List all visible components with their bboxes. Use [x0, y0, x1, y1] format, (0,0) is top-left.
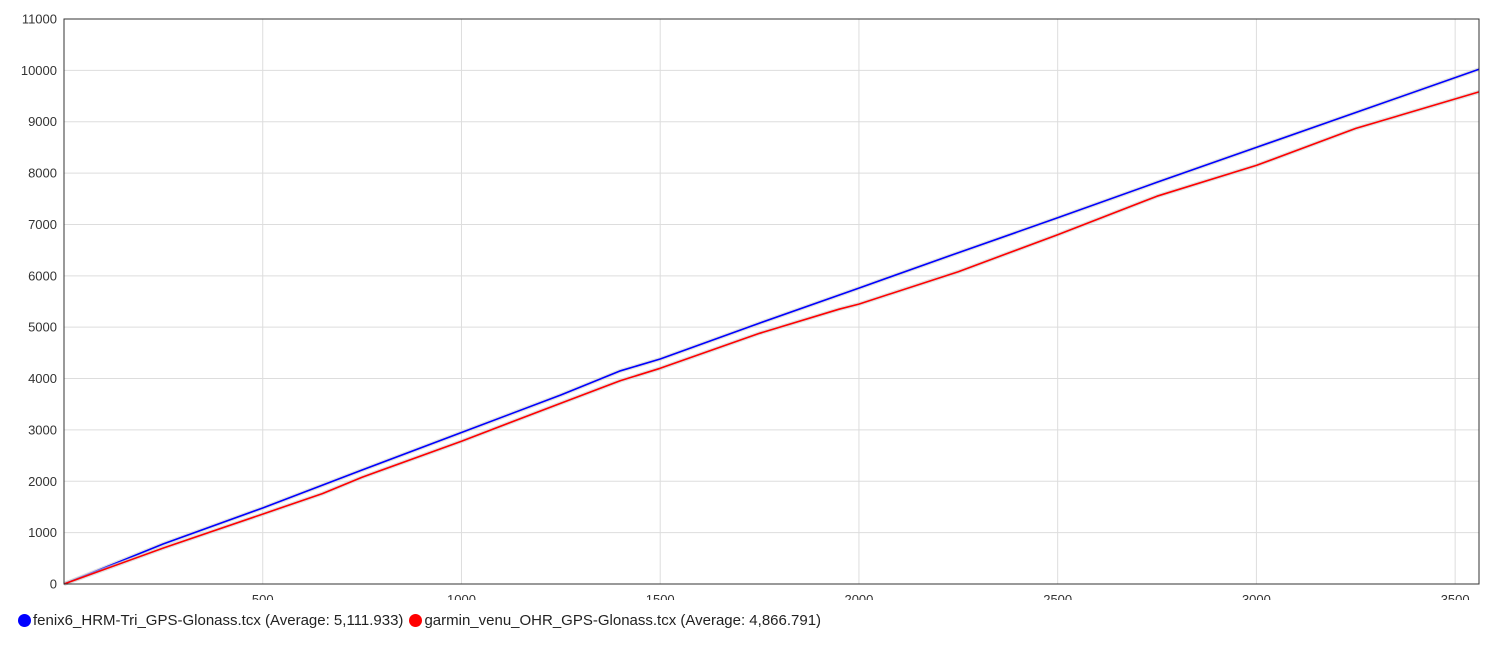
- series-lines: [63, 67, 1480, 586]
- x-tick-label: 3000: [1242, 592, 1271, 600]
- x-tick-label: 1000: [447, 592, 476, 600]
- legend-label-venu: garmin_venu_OHR_GPS-Glonass.tcx (Average…: [424, 612, 822, 629]
- plot-frame: [63, 18, 1480, 585]
- y-tick-label: 0: [50, 577, 57, 592]
- x-tick-label: 1500: [646, 592, 675, 600]
- y-tick-label: 5000: [28, 320, 57, 335]
- series-shadow-0: [63, 67, 1480, 586]
- y-tick-label: 11000: [22, 12, 57, 27]
- y-tick-label: 2000: [28, 474, 57, 489]
- y-tick-label: 4000: [28, 371, 57, 386]
- x-tick-label: 500: [252, 592, 274, 600]
- y-tick-label: 6000: [28, 268, 57, 283]
- y-tick-label: 10000: [21, 63, 57, 78]
- x-tick-label: 2500: [1043, 592, 1072, 600]
- y-tick-label: 3000: [28, 422, 57, 437]
- y-tick-label: 8000: [28, 166, 57, 181]
- grid-lines: [64, 18, 1479, 585]
- y-tick-label: 1000: [28, 525, 57, 540]
- x-tick-label: 3500: [1441, 592, 1470, 600]
- legend-item-venu[interactable]: garmin_venu_OHR_GPS-Glonass.tcx (Average…: [409, 612, 821, 629]
- y-tick-label: 7000: [28, 217, 57, 232]
- legend: fenix6_HRM-Tri_GPS-Glonass.tcx (Average:…: [18, 612, 827, 629]
- y-tick-label: 9000: [28, 114, 57, 129]
- x-axis-ticks: 500 1000 1500 2000 2500 3000 3500: [252, 592, 1470, 607]
- series-line-1: [63, 91, 1480, 585]
- x-tick-label: 2000: [844, 592, 873, 600]
- series-line-0: [63, 68, 1480, 585]
- legend-dot-fenix6: [18, 614, 31, 627]
- legend-item-fenix6[interactable]: fenix6_HRM-Tri_GPS-Glonass.tcx (Average:…: [18, 612, 403, 629]
- chart-svg: 0 1000 2000 3000 4000 5000 6000 7000 8000 9000 100…: [21, 12, 1480, 607]
- y-axis-ticks: 0 1000 2000 3000 4000 5000 6000 7000 8000 9000 100…: [21, 12, 57, 592]
- legend-dot-venu: [409, 614, 423, 627]
- legend-label-fenix6: fenix6_HRM-Tri_GPS-Glonass.tcx (Average:…: [33, 612, 404, 629]
